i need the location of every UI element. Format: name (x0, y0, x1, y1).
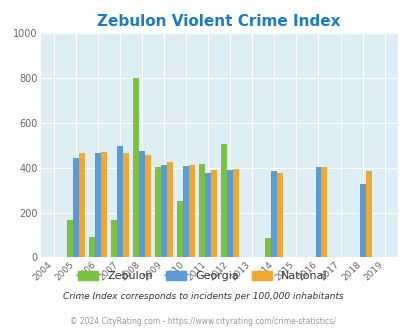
Text: Crime Index corresponds to incidents per 100,000 inhabitants: Crime Index corresponds to incidents per… (62, 292, 343, 301)
Bar (271, 171, 277, 257)
Bar (177, 201, 183, 257)
Bar (265, 238, 271, 257)
Legend: Zebulon, Georgia, National: Zebulon, Georgia, National (74, 266, 331, 285)
Bar (117, 146, 123, 257)
Bar (221, 144, 227, 257)
Bar (321, 167, 326, 257)
Bar (277, 173, 283, 257)
Bar (199, 164, 205, 257)
Bar (95, 153, 101, 257)
Bar (161, 165, 167, 257)
Bar (315, 167, 321, 257)
Bar (79, 153, 85, 257)
Bar (227, 170, 232, 257)
Bar (232, 169, 239, 257)
Bar (133, 78, 139, 257)
Bar (145, 155, 151, 257)
Bar (364, 171, 371, 257)
Bar (123, 153, 129, 257)
Bar (139, 151, 145, 257)
Bar (155, 167, 161, 257)
Bar (211, 170, 217, 257)
Bar (189, 165, 195, 257)
Bar (67, 220, 73, 257)
Text: © 2024 CityRating.com - https://www.cityrating.com/crime-statistics/: © 2024 CityRating.com - https://www.city… (70, 317, 335, 326)
Bar (111, 220, 117, 257)
Title: Zebulon Violent Crime Index: Zebulon Violent Crime Index (97, 14, 340, 29)
Bar (89, 237, 95, 257)
Bar (205, 173, 211, 257)
Bar (183, 166, 189, 257)
Bar (359, 184, 364, 257)
Bar (101, 152, 107, 257)
Bar (73, 157, 79, 257)
Bar (167, 162, 173, 257)
